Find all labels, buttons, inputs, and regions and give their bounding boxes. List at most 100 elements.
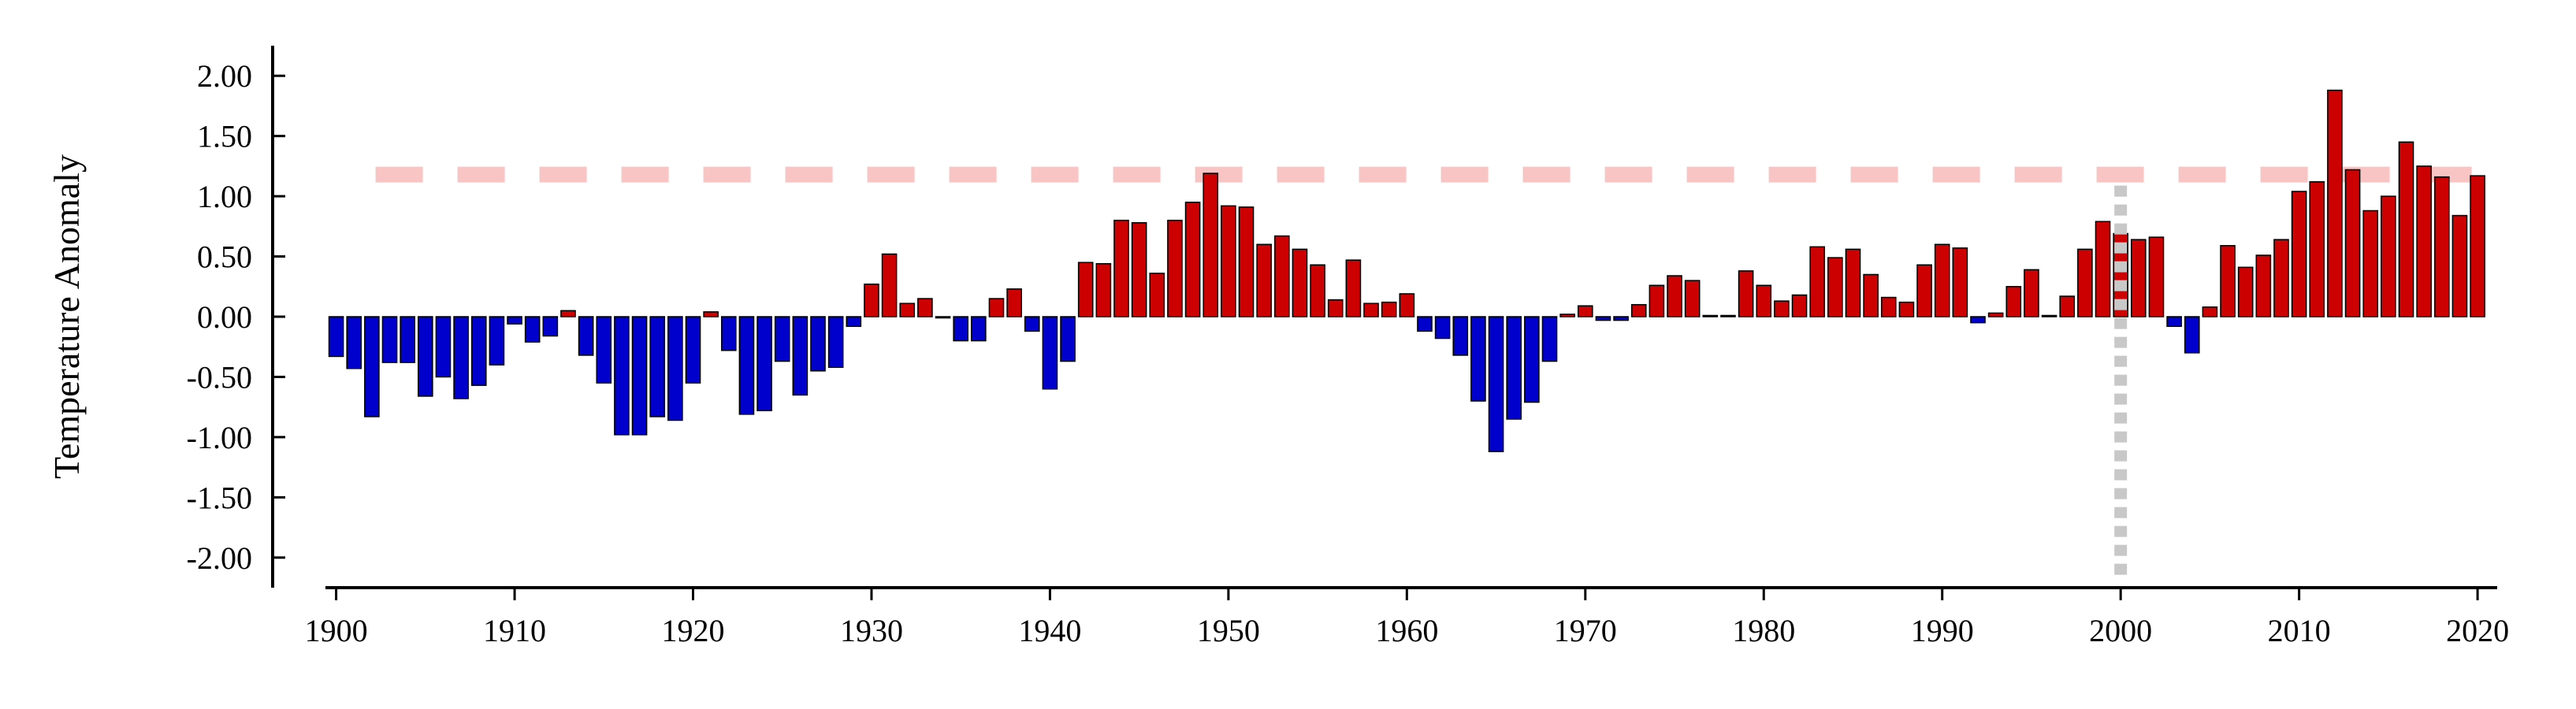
bar <box>1060 316 1076 362</box>
bar <box>988 298 1005 317</box>
bar <box>1042 316 1058 390</box>
bar <box>400 316 415 363</box>
x-tick-label: 2010 <box>2268 613 2331 648</box>
bar <box>2005 286 2022 317</box>
bar <box>596 316 612 384</box>
bar <box>2024 269 2039 317</box>
x-tick-label: 1980 <box>1732 613 1795 648</box>
bar <box>1274 235 1290 317</box>
bar <box>1506 316 1522 420</box>
bar <box>1524 316 1540 403</box>
bar <box>2255 254 2272 317</box>
bar <box>2433 176 2450 317</box>
x-tick-label: 2000 <box>2089 613 2152 648</box>
y-tick-label: 1.00 <box>197 179 252 214</box>
bar <box>1845 248 1861 317</box>
bar <box>756 316 772 412</box>
bar <box>542 316 559 337</box>
bar <box>2202 306 2218 317</box>
bar <box>1738 270 1754 317</box>
y-tick-label: -1.50 <box>187 480 252 515</box>
bar <box>953 316 969 342</box>
bar <box>1916 264 1932 317</box>
bar <box>489 316 505 366</box>
bar <box>1987 312 2004 317</box>
bar <box>649 316 666 418</box>
bar <box>881 253 898 317</box>
bar <box>917 298 933 317</box>
bar <box>1541 316 1558 362</box>
bar <box>864 283 879 317</box>
bar <box>2184 316 2200 354</box>
bar <box>720 316 737 351</box>
bar <box>2470 175 2485 317</box>
bar <box>1630 303 1647 317</box>
bar <box>1434 316 1451 340</box>
bar <box>1488 316 1504 452</box>
bar <box>1167 219 1183 317</box>
x-tick-label: 1950 <box>1197 613 1260 648</box>
bar <box>1756 284 1772 317</box>
bar <box>1131 221 1147 317</box>
bar <box>1310 264 1325 317</box>
x-tick-label: 1960 <box>1375 613 1438 648</box>
bar <box>1470 316 1486 402</box>
bar <box>2381 195 2396 317</box>
bar <box>2398 141 2414 317</box>
x-tick-label: 2020 <box>2446 613 2509 648</box>
bar <box>2131 239 2147 317</box>
bar <box>827 316 844 368</box>
bar <box>1203 173 1219 317</box>
x-tick-label: 1940 <box>1018 613 1081 648</box>
bar <box>1702 314 1719 317</box>
bar <box>1417 316 1433 332</box>
bar <box>470 316 487 386</box>
y-axis-label: Temperature Anomaly <box>46 154 87 479</box>
bar <box>453 316 469 399</box>
bar <box>2148 236 2165 317</box>
bar <box>578 316 594 356</box>
bar <box>418 316 433 397</box>
bar <box>1649 284 1665 317</box>
bar <box>2059 295 2076 317</box>
bar <box>364 316 380 418</box>
bar <box>2095 221 2111 317</box>
x-tick-label: 1920 <box>662 613 725 648</box>
bar <box>2327 89 2343 317</box>
bar <box>2273 239 2289 317</box>
bar <box>667 316 683 421</box>
x-tick-label: 1930 <box>840 613 903 648</box>
bar <box>1684 280 1701 317</box>
bar <box>2309 181 2325 317</box>
bar <box>738 316 755 415</box>
x-tick-label: 1990 <box>1911 613 1974 648</box>
bar <box>846 316 862 327</box>
bar <box>2362 210 2379 317</box>
bar <box>1381 301 1397 317</box>
bar <box>792 316 808 396</box>
bar <box>1577 305 1593 317</box>
bar <box>1077 262 1094 317</box>
bar <box>1399 293 1415 317</box>
bar <box>1184 202 1201 317</box>
bar <box>971 316 987 342</box>
bar <box>1024 316 1040 332</box>
y-tick-label: -2.00 <box>187 540 252 576</box>
bar <box>935 316 951 319</box>
bar <box>1970 316 1986 324</box>
bar <box>435 316 452 378</box>
bar <box>631 316 648 436</box>
bar <box>1880 296 1897 317</box>
y-tick-label: -1.00 <box>187 420 252 455</box>
bar <box>346 316 362 369</box>
y-tick-label: 2.00 <box>197 58 252 94</box>
bar <box>1863 273 1879 317</box>
y-tick-label: 0.00 <box>197 299 252 335</box>
bar <box>2416 165 2432 317</box>
bar <box>1774 300 1790 317</box>
bar <box>1827 257 1843 317</box>
bar <box>1809 246 1826 317</box>
y-tick-label: 0.50 <box>197 239 252 275</box>
bar <box>774 316 790 362</box>
